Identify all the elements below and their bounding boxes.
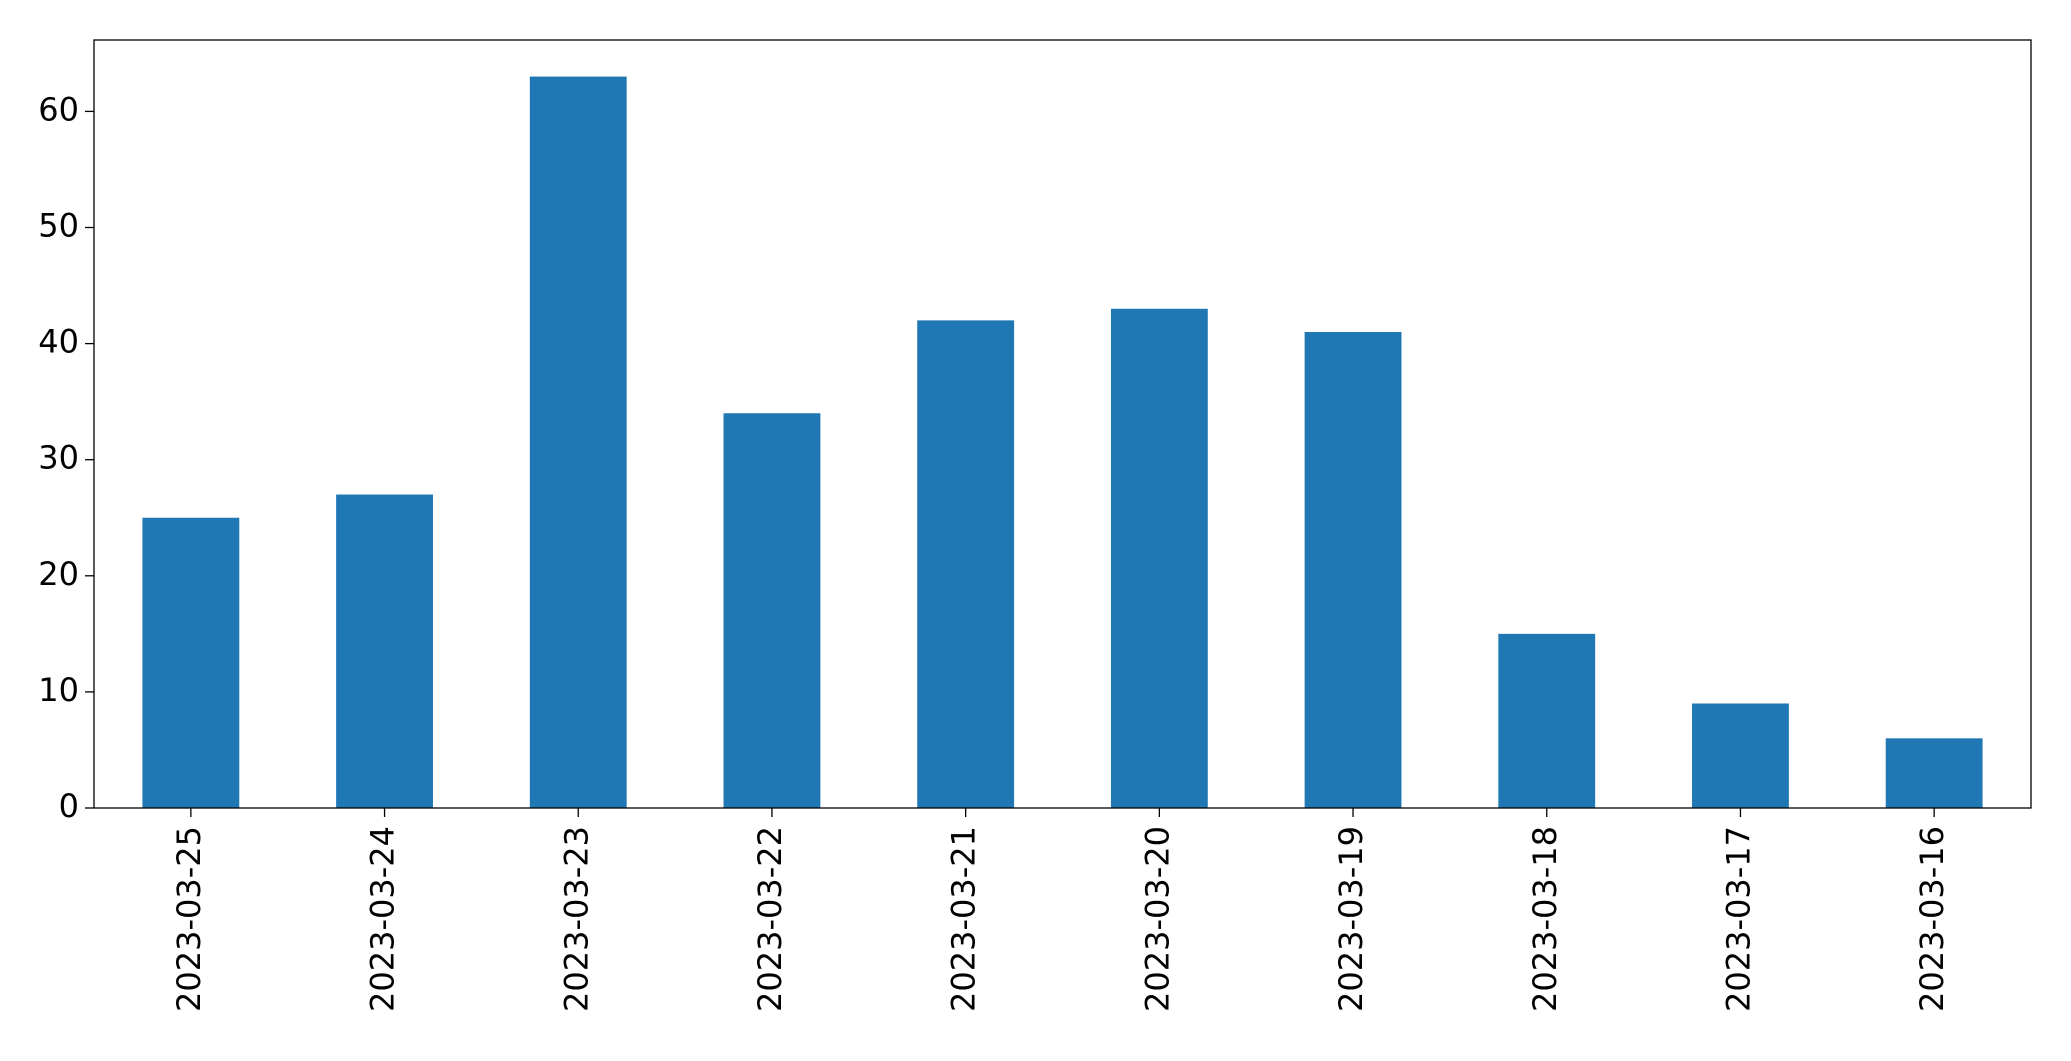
bar <box>1110 308 1208 808</box>
x-tick-label: 2023-03-17 <box>1719 826 1757 1012</box>
x-tick-label: 2023-03-21 <box>945 826 983 1012</box>
bar <box>723 413 821 808</box>
y-tick-label: 40 <box>38 323 79 361</box>
bar <box>336 494 433 808</box>
bar <box>1498 633 1596 808</box>
bar <box>1692 703 1789 808</box>
bar <box>917 320 1015 808</box>
x-tick-label: 2023-03-18 <box>1526 826 1564 1012</box>
bar <box>1885 738 1983 808</box>
x-tick-label: 2023-03-19 <box>1332 826 1370 1012</box>
x-tick-label: 2023-03-20 <box>1138 826 1176 1012</box>
y-tick-label: 30 <box>38 439 79 477</box>
y-tick-label: 10 <box>38 671 79 709</box>
x-tick-label: 2023-03-24 <box>364 826 402 1012</box>
plot-frame <box>93 39 2032 809</box>
y-tick-label: 20 <box>38 555 79 593</box>
y-tick-label: 0 <box>59 787 79 825</box>
x-tick-label: 2023-03-25 <box>170 826 208 1012</box>
x-tick-label: 2023-03-22 <box>751 826 789 1012</box>
bar <box>142 517 240 808</box>
x-tick-label: 2023-03-16 <box>1913 826 1951 1012</box>
bar <box>1304 331 1402 808</box>
y-tick-label: 60 <box>38 90 79 128</box>
bar <box>529 76 627 809</box>
x-tick-label: 2023-03-23 <box>557 826 595 1012</box>
y-tick-label: 50 <box>38 207 79 245</box>
